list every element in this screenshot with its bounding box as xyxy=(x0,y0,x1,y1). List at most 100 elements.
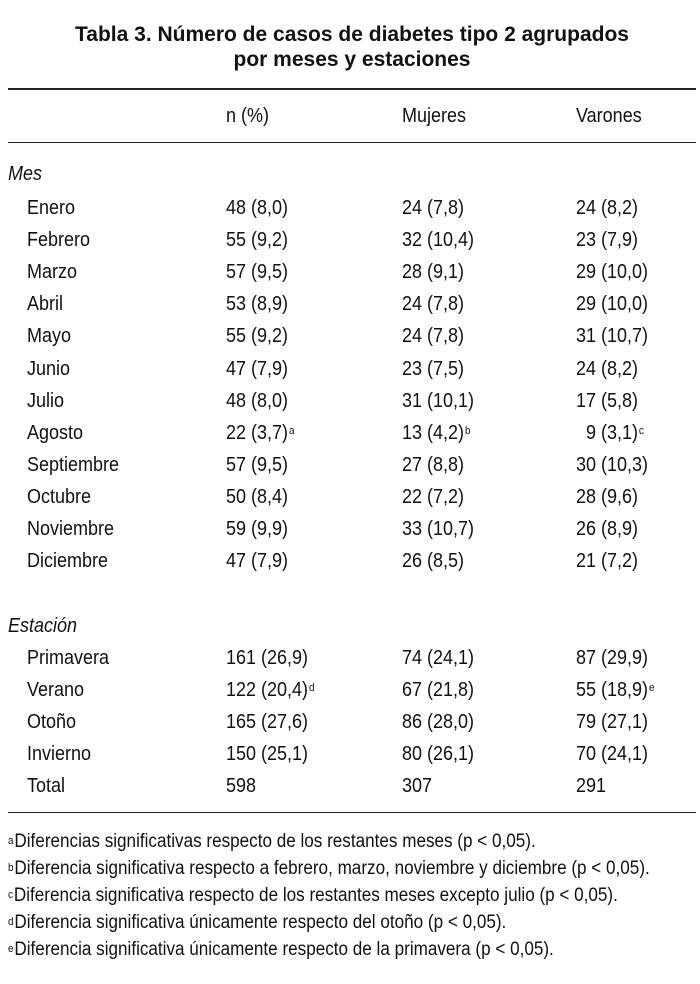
footnote-text: Diferencias significativas respecto de l… xyxy=(14,831,536,852)
cell-varones-value: 26 (8,9) xyxy=(576,518,639,540)
row-label-value: Otoño xyxy=(27,711,77,734)
row-label: Otoño xyxy=(27,710,76,734)
cell-varones-value: 24 (8,2) xyxy=(576,357,639,380)
section-label-mes: Mes xyxy=(8,163,43,185)
row-label-value: Mayo xyxy=(27,325,72,348)
row-label-value: Enero xyxy=(27,197,76,219)
cell-mujeres-value: 86 (28,0) xyxy=(402,711,475,734)
footnote: eDiferencia significativa únicamente res… xyxy=(8,936,631,963)
footnote: aDiferencias significativas respecto de … xyxy=(8,828,631,855)
cell-n: 57 (9,5) xyxy=(226,453,288,477)
row-label: Primavera xyxy=(27,646,109,670)
cell-n-value: 55 (9,2) xyxy=(226,325,289,348)
footnote-marker: e xyxy=(648,682,655,695)
cell-varones: 26 (8,9) xyxy=(576,517,638,541)
row-label-value: Noviembre xyxy=(27,518,115,540)
cell-varones-value: 55 (18,9) xyxy=(576,679,649,702)
cell-n: 165 (27,6) xyxy=(226,710,308,734)
row-label: Diciembre xyxy=(27,549,108,573)
footnote-marker: d xyxy=(308,682,315,695)
cell-mujeres: 24 (7,8) xyxy=(402,196,464,220)
footnote-marker: a xyxy=(288,424,295,437)
cell-mujeres-value: 24 (7,8) xyxy=(402,293,465,316)
cell-n: 150 (25,1) xyxy=(226,742,308,766)
cell-varones: 30 (10,3) xyxy=(576,453,648,477)
cell-mujeres: 13 (4,2)b xyxy=(402,421,470,445)
footnote: bDiferencia significativa respecto a feb… xyxy=(8,855,650,882)
footnote-text: Diferencia significativa únicamente resp… xyxy=(14,912,507,933)
cell-mujeres: 33 (10,7) xyxy=(402,517,474,541)
cell-varones: 55 (18,9)e xyxy=(576,678,654,702)
cell-mujeres: 32 (10,4) xyxy=(402,228,474,252)
cell-mujeres: 28 (9,1) xyxy=(402,260,464,284)
row-label-value: Abril xyxy=(27,293,64,316)
footnotes: aDiferencias significativas respecto de … xyxy=(8,828,700,963)
cell-n-value: 48 (8,0) xyxy=(226,197,289,219)
table-title: Tabla 3. Número de casos de diabetes tip… xyxy=(8,22,696,72)
row-label-value: Diciembre xyxy=(27,550,109,573)
column-header-n: n (%) xyxy=(226,105,270,127)
cell-varones: 79 (27,1) xyxy=(576,710,648,734)
footnote-text: Diferencia significativa únicamente resp… xyxy=(14,939,554,960)
footnote-mark: d xyxy=(8,916,14,928)
cell-n-value: 47 (7,9) xyxy=(226,550,289,573)
section-label-estacion: Estación xyxy=(8,615,78,637)
cell-mujeres-value: 31 (10,1) xyxy=(402,389,475,412)
cell-mujeres-value: 307 xyxy=(402,775,433,798)
cell-mujeres-value: 22 (7,2) xyxy=(402,485,465,508)
row-label: Noviembre xyxy=(27,517,114,541)
cell-varones: 24 (8,2) xyxy=(576,196,638,220)
row-label-value: Julio xyxy=(27,389,65,412)
cell-n: 55 (9,2) xyxy=(226,324,288,348)
row-label: Total xyxy=(27,774,65,798)
cell-n-value: 53 (8,9) xyxy=(226,293,289,316)
cell-varones-value: 29 (10,0) xyxy=(576,293,649,316)
cell-n: 48 (8,0) xyxy=(226,196,288,220)
cell-n: 22 (3,7)a xyxy=(226,421,294,445)
cell-varones: 23 (7,9) xyxy=(576,228,638,252)
cell-n-value: 598 xyxy=(226,775,257,798)
cell-varones-value: 24 (8,2) xyxy=(576,197,639,219)
cell-n-value: 22 (3,7) xyxy=(226,421,289,444)
cell-mujeres-value: 74 (24,1) xyxy=(402,647,475,669)
cell-mujeres-value: 80 (26,1) xyxy=(402,743,475,766)
cell-varones-value: 21 (7,2) xyxy=(576,550,639,573)
cell-varones-value: 23 (7,9) xyxy=(576,229,639,252)
row-label-value: Agosto xyxy=(27,421,84,444)
cell-n: 59 (9,9) xyxy=(226,517,288,541)
cell-varones-value: 28 (9,6) xyxy=(576,485,639,508)
cell-varones-value: 30 (10,3) xyxy=(576,453,649,476)
cell-varones: 28 (9,6) xyxy=(576,485,638,509)
row-label: Mayo xyxy=(27,324,71,348)
bottom-rule xyxy=(8,812,696,813)
cell-mujeres: 307 xyxy=(402,774,432,798)
table-title-line-2: por meses y estaciones xyxy=(233,48,471,71)
row-label-value: Febrero xyxy=(27,229,91,252)
cell-varones: 70 (24,1) xyxy=(576,742,648,766)
footnote-marker: c xyxy=(638,424,644,437)
row-label: Agosto xyxy=(27,421,83,445)
cell-varones: 291 xyxy=(576,774,606,798)
footnote: cDiferencia significativa respecto de lo… xyxy=(8,882,631,909)
cell-n-value: 55 (9,2) xyxy=(226,229,289,252)
row-label-value: Total xyxy=(27,775,66,798)
row-label: Abril xyxy=(27,292,63,316)
cell-varones-value: 87 (29,9) xyxy=(576,647,649,669)
cell-n-value: 50 (8,4) xyxy=(226,485,289,508)
cell-varones-value: 291 xyxy=(576,775,607,798)
cell-varones: 29 (10,0) xyxy=(576,292,648,316)
cell-mujeres-value: 26 (8,5) xyxy=(402,550,465,573)
cell-n-value: 57 (9,5) xyxy=(226,453,289,476)
header-rule xyxy=(8,142,696,143)
cell-mujeres-value: 24 (7,8) xyxy=(402,325,465,348)
top-rule xyxy=(8,88,696,90)
cell-varones-value: 17 (5,8) xyxy=(576,389,639,412)
cell-n: 47 (7,9) xyxy=(226,549,288,573)
cell-varones: 29 (10,0) xyxy=(576,260,648,284)
cell-varones-value: 31 (10,7) xyxy=(576,325,649,348)
row-label: Invierno xyxy=(27,742,91,766)
cell-varones: 17 (5,8) xyxy=(576,389,638,413)
footnote-text: Diferencia significativa respecto de los… xyxy=(13,885,618,906)
row-label-value: Marzo xyxy=(27,261,78,284)
